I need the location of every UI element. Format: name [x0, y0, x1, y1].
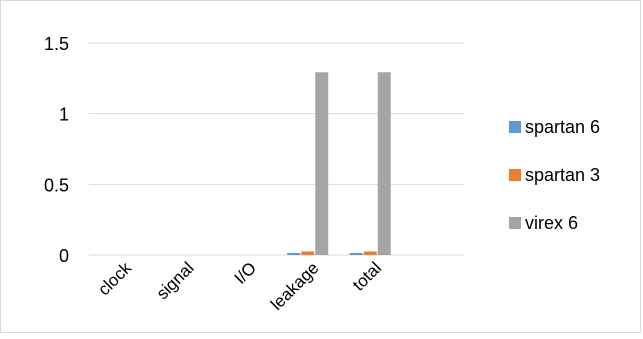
y-tick-label: 0	[59, 246, 69, 266]
legend-swatch	[509, 169, 521, 181]
bar	[363, 251, 377, 255]
x-tick-label: I/O	[231, 258, 260, 287]
bar	[315, 72, 329, 255]
bar-chart: 0 0.5 1 1.5 clock signal I/O leakage total spart…	[44, 34, 600, 314]
gridlines	[89, 42, 464, 256]
x-tick-label: total	[349, 258, 385, 294]
bar	[349, 253, 363, 255]
legend-swatch	[509, 217, 521, 229]
axes: 0 0.5 1 1.5 clock signal I/O leakage total	[44, 34, 385, 314]
chart-area: 0 0.5 1 1.5 clock signal I/O leakage total spart…	[0, 0, 641, 333]
legend: spartan 6 spartan 3 virex 6	[509, 117, 600, 233]
bar	[301, 251, 315, 255]
legend-label: virex 6	[525, 213, 578, 233]
bar	[377, 72, 391, 255]
y-tick-label: 1	[59, 105, 69, 125]
y-tick-label: 1.5	[44, 34, 69, 54]
legend-label: spartan 3	[525, 165, 600, 185]
bar	[287, 253, 301, 255]
legend-label: spartan 6	[525, 117, 600, 137]
legend-swatch	[509, 121, 521, 133]
x-tick-label: clock	[94, 258, 135, 299]
x-tick-label: signal	[153, 258, 198, 303]
x-tick-label: leakage	[267, 258, 323, 314]
y-tick-label: 0.5	[44, 175, 69, 195]
bars	[287, 72, 391, 255]
